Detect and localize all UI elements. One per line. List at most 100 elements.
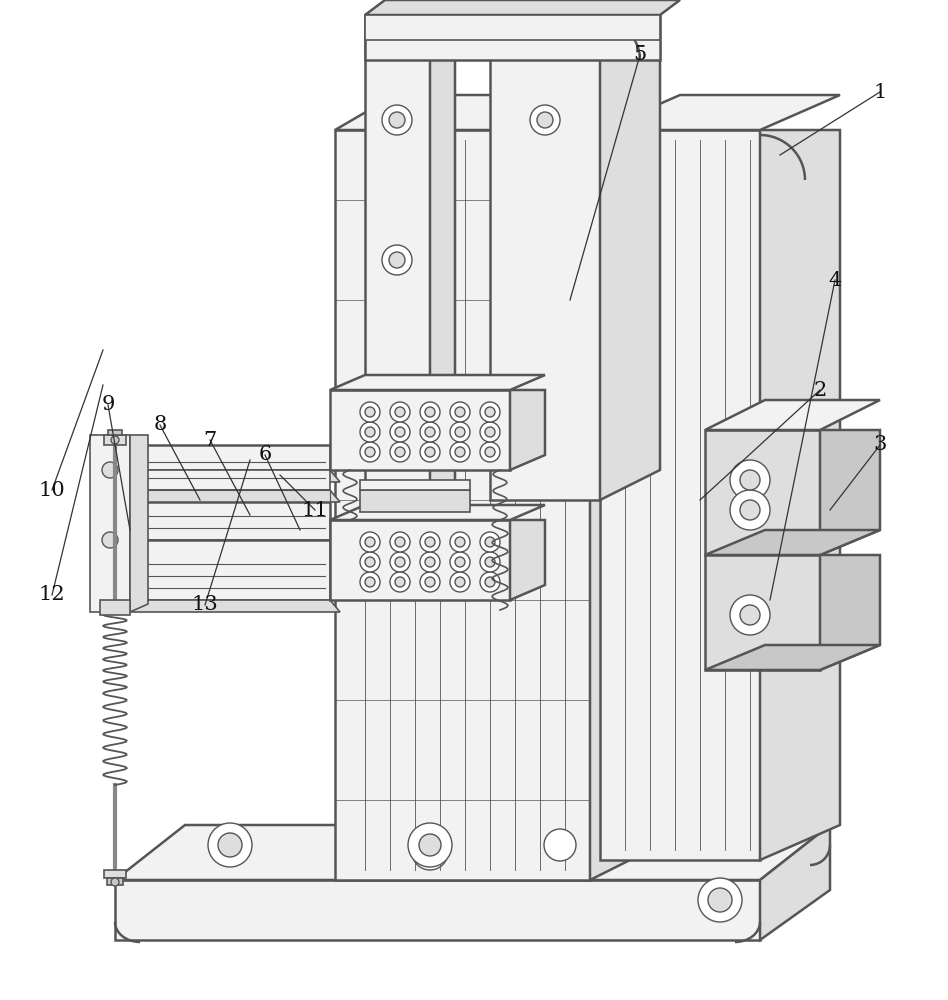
Circle shape [455,557,465,567]
Text: 13: 13 [191,595,218,614]
Circle shape [485,447,495,457]
Polygon shape [115,825,830,880]
Text: 5: 5 [633,45,647,64]
Circle shape [455,447,465,457]
Circle shape [455,577,465,587]
Polygon shape [330,375,545,390]
Polygon shape [510,520,545,600]
Text: 3: 3 [873,436,886,454]
Text: 9: 9 [101,395,115,414]
Circle shape [360,442,380,462]
Circle shape [390,532,410,552]
Circle shape [455,407,465,417]
Circle shape [389,112,405,128]
Circle shape [480,532,500,552]
Polygon shape [705,400,880,430]
Circle shape [365,557,375,567]
Circle shape [740,605,760,625]
Circle shape [450,532,470,552]
Circle shape [485,407,495,417]
Circle shape [365,407,375,417]
Polygon shape [365,15,660,60]
Polygon shape [760,825,830,940]
Text: 10: 10 [39,481,65,499]
Circle shape [740,500,760,520]
Polygon shape [365,20,430,500]
Circle shape [395,537,405,547]
Polygon shape [115,880,760,940]
Polygon shape [330,520,510,600]
Polygon shape [360,490,470,512]
Polygon shape [107,878,123,885]
Polygon shape [600,95,840,130]
Circle shape [730,460,770,500]
Circle shape [208,823,252,867]
Circle shape [389,252,405,268]
Circle shape [360,532,380,552]
Circle shape [408,823,452,867]
Circle shape [420,532,440,552]
Circle shape [740,470,760,490]
Circle shape [365,447,375,457]
Polygon shape [705,430,820,555]
Polygon shape [104,435,126,445]
Circle shape [420,422,440,442]
Circle shape [480,422,500,442]
Circle shape [455,427,465,437]
Circle shape [360,422,380,442]
Polygon shape [108,430,122,435]
Circle shape [395,577,405,587]
Circle shape [111,878,119,886]
Polygon shape [100,600,130,615]
Circle shape [390,442,410,462]
Polygon shape [820,430,880,555]
Circle shape [450,442,470,462]
Circle shape [450,552,470,572]
Circle shape [730,595,770,635]
Text: 4: 4 [829,270,842,290]
Polygon shape [430,20,455,500]
Circle shape [382,105,412,135]
Circle shape [390,422,410,442]
Polygon shape [335,130,590,880]
Polygon shape [100,540,330,600]
Circle shape [708,888,732,912]
Circle shape [382,245,412,275]
Circle shape [420,572,440,592]
Polygon shape [365,15,660,40]
Circle shape [420,402,440,422]
Polygon shape [760,130,840,860]
Text: 7: 7 [204,430,217,450]
Circle shape [480,552,500,572]
Circle shape [395,427,405,437]
Polygon shape [705,645,880,670]
Circle shape [111,436,119,444]
Circle shape [102,532,118,548]
Circle shape [730,490,770,530]
Text: 12: 12 [39,585,65,604]
Text: 8: 8 [154,416,167,434]
Circle shape [412,834,448,870]
Polygon shape [100,470,330,490]
Polygon shape [360,480,470,490]
Polygon shape [820,555,880,670]
Circle shape [395,557,405,567]
Polygon shape [100,600,340,612]
Circle shape [537,112,553,128]
Polygon shape [600,130,760,860]
Circle shape [360,552,380,572]
Polygon shape [100,470,340,482]
Circle shape [420,552,440,572]
Circle shape [530,105,560,135]
Circle shape [544,829,576,861]
Circle shape [390,552,410,572]
Circle shape [425,447,435,457]
Polygon shape [590,130,660,880]
Circle shape [485,557,495,567]
Circle shape [365,537,375,547]
Polygon shape [490,15,600,500]
Circle shape [480,402,500,422]
Circle shape [390,402,410,422]
Polygon shape [100,490,330,502]
Polygon shape [330,505,545,520]
